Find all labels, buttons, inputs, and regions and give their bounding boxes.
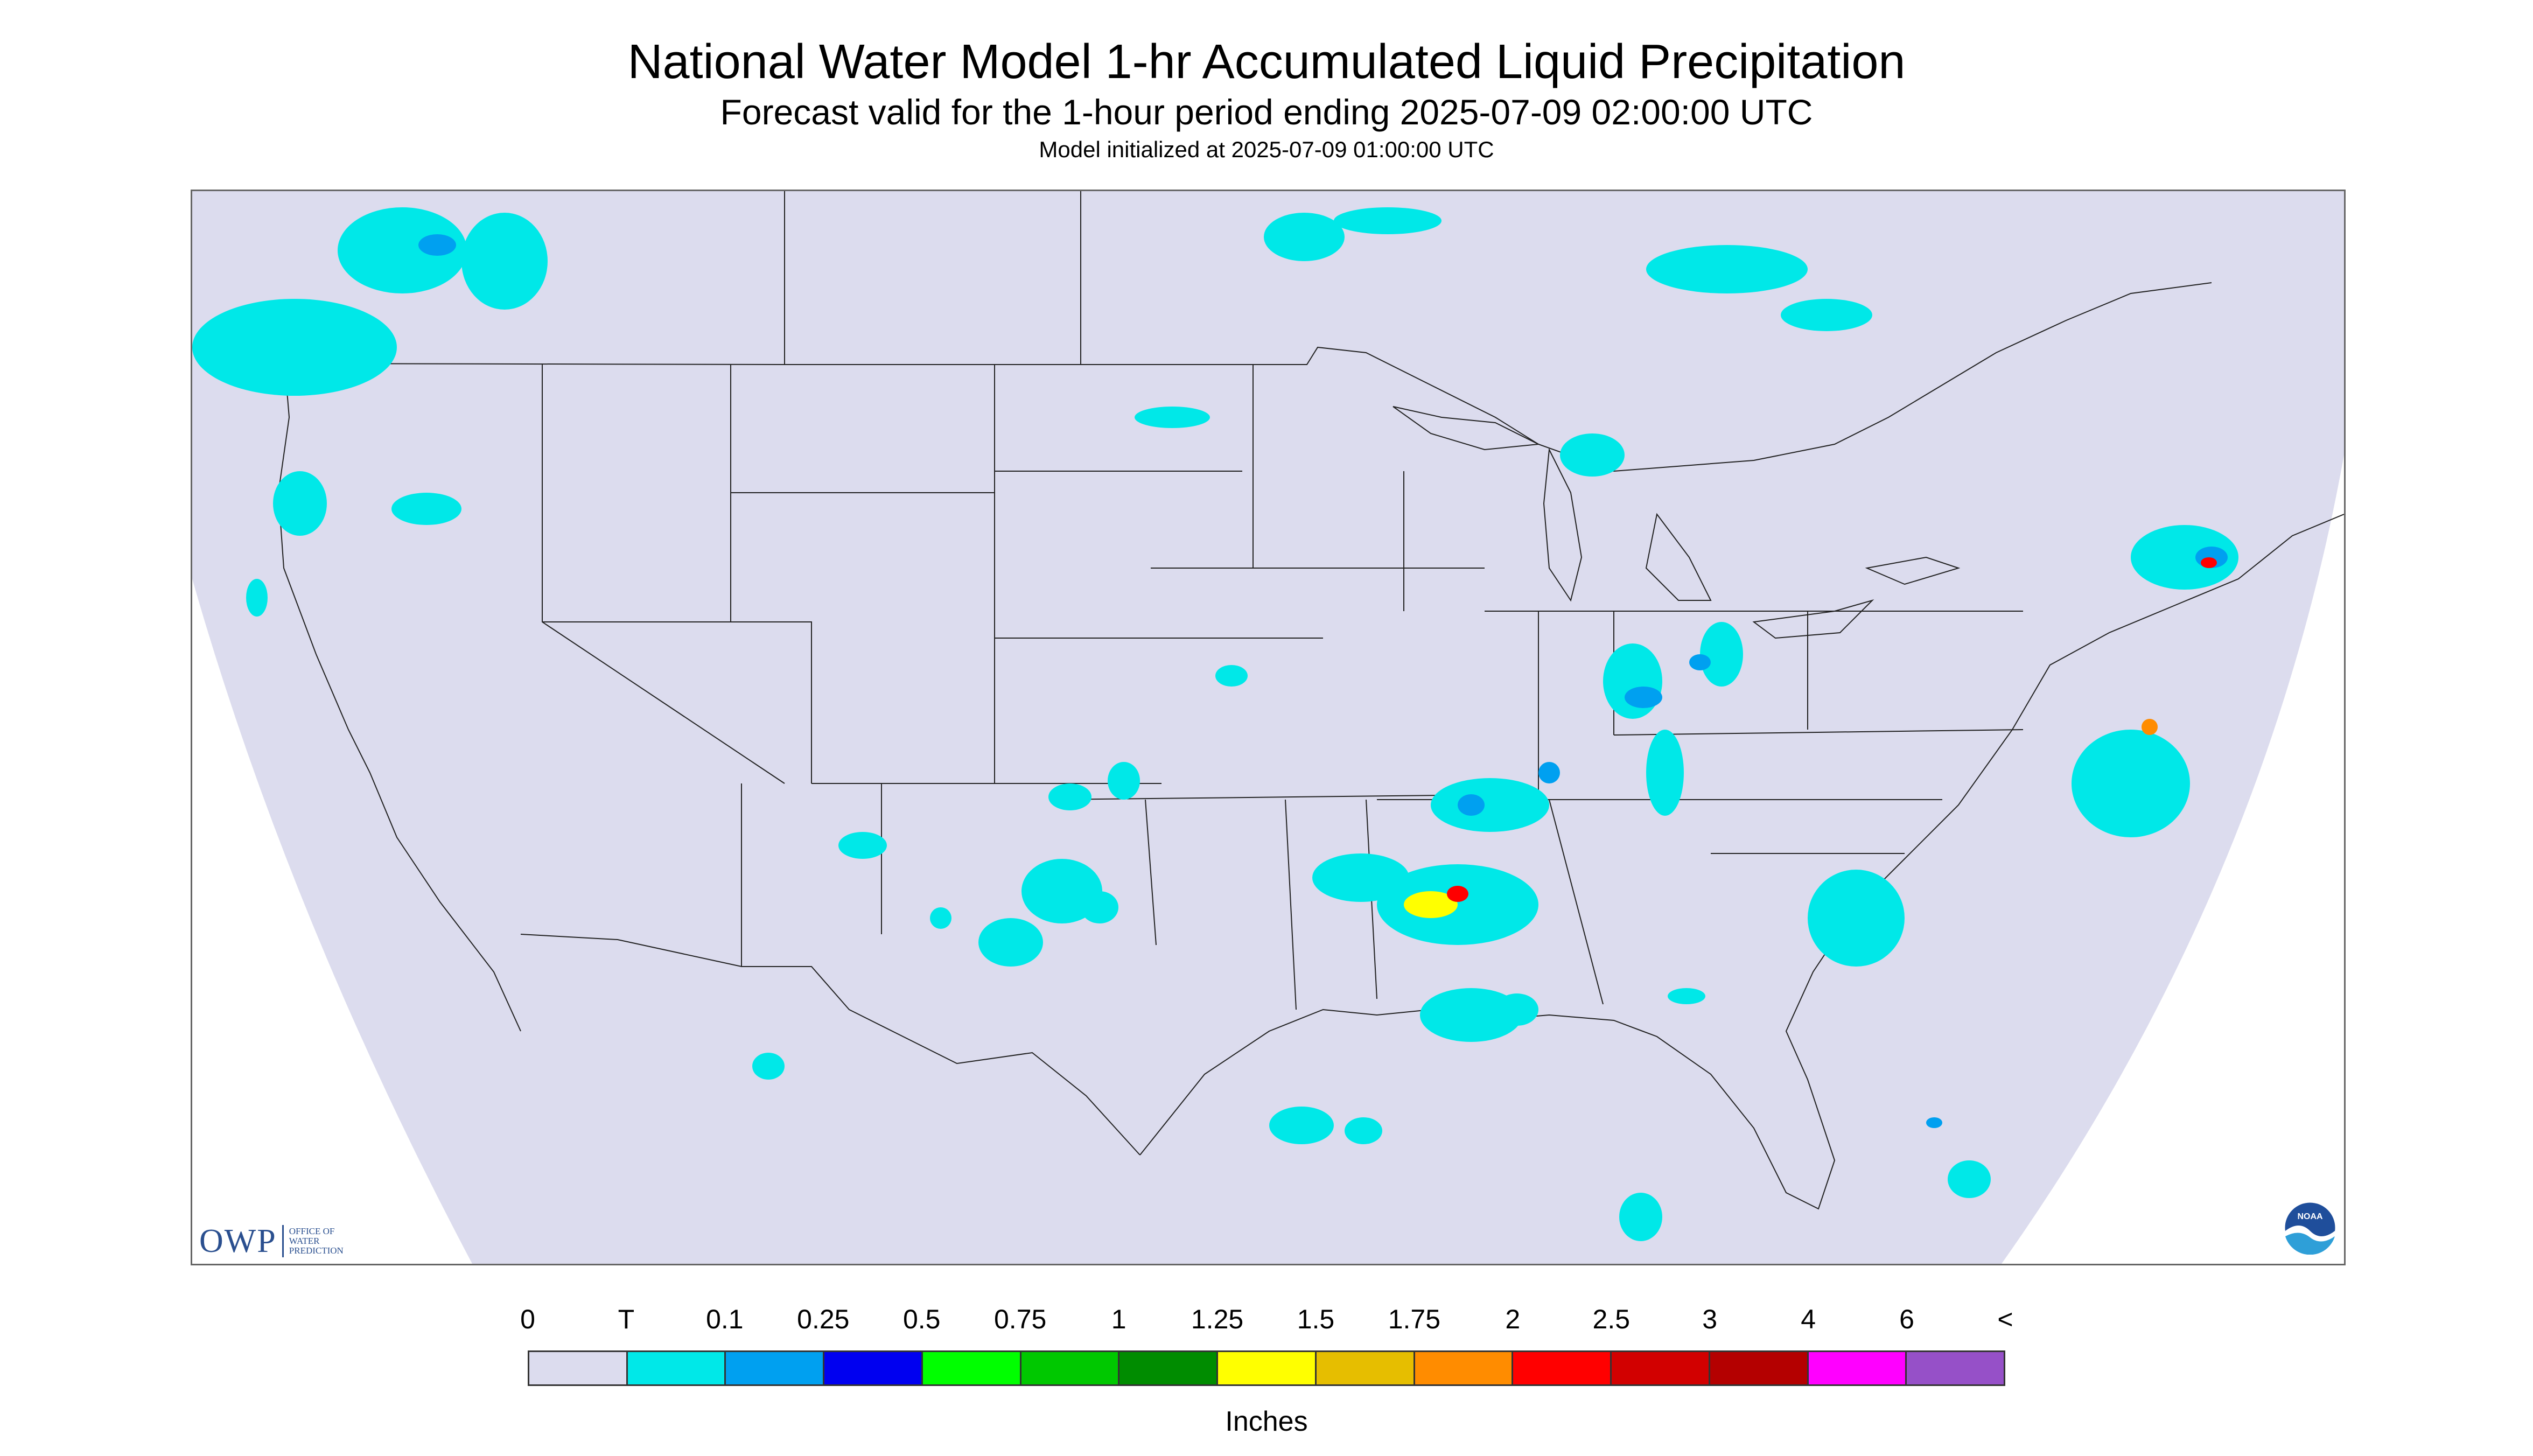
precip-area xyxy=(1048,783,1091,810)
legend-swatch xyxy=(726,1352,825,1384)
precip-area xyxy=(1646,245,1808,293)
legend-tick-label: 1.5 xyxy=(1297,1304,1335,1334)
owp-mark: OWP xyxy=(199,1222,277,1259)
precipitation-map[interactable] xyxy=(191,190,2346,1265)
legend-labels: 0 T 0.1 0.25 0.5 0.75 1 1.25 1.5 1.75 2 2.5 3 4 6 < xyxy=(520,1303,2013,1341)
precip-area xyxy=(1625,687,1662,708)
noaa-logo: NOAA xyxy=(2283,1201,2337,1255)
precip-area xyxy=(338,207,467,293)
precip-area xyxy=(1948,1160,1991,1198)
precip-area xyxy=(1926,1117,1942,1128)
legend-swatch xyxy=(1218,1352,1317,1384)
precip-area xyxy=(1603,643,1662,719)
model-init-text: Model initialized at 2025-07-09 01:00:00… xyxy=(1039,137,1494,162)
legend-swatch xyxy=(1612,1352,1710,1384)
legend-swatch xyxy=(1808,1352,1907,1384)
precip-area xyxy=(418,234,456,256)
precip-area xyxy=(2201,557,2217,568)
legend-swatch xyxy=(922,1352,1021,1384)
precip-area xyxy=(1447,886,1468,902)
legend-tick-label: 1 xyxy=(1111,1304,1126,1334)
legend-swatch xyxy=(529,1352,628,1384)
precip-area xyxy=(391,493,461,525)
precip-area xyxy=(2131,525,2238,590)
projection-domain xyxy=(192,191,2344,1264)
map-title: National Water Model 1-hr Accumulated Li… xyxy=(627,35,1906,89)
legend-tick-label: < xyxy=(1997,1304,2013,1334)
precip-area xyxy=(1700,622,1743,687)
precip-area xyxy=(1334,207,1442,234)
legend-tick-label: 2 xyxy=(1505,1304,1521,1334)
precip-area xyxy=(978,918,1043,967)
precip-area xyxy=(1108,762,1140,800)
legend-swatch xyxy=(824,1352,923,1384)
precip-area xyxy=(1781,299,1872,331)
precip-area xyxy=(1264,213,1345,261)
legend-unit-label: Inches xyxy=(1225,1406,1308,1437)
owp-text: OFFICE OF WATER PREDICTION xyxy=(289,1226,344,1256)
owp-divider xyxy=(282,1225,284,1257)
legend-tick-label: 1.75 xyxy=(1388,1304,1441,1334)
precipitation-overlay xyxy=(192,207,2238,1241)
precip-area xyxy=(1619,1193,1662,1241)
precip-area xyxy=(246,579,268,617)
legend-tick-label: 3 xyxy=(1702,1304,1718,1334)
legend-tick-label: 0.75 xyxy=(993,1304,1047,1334)
legend-swatch xyxy=(1119,1352,1219,1384)
precip-area xyxy=(1431,778,1549,832)
precip-area xyxy=(192,299,397,396)
legend-tick-label: 0.25 xyxy=(797,1304,850,1334)
legend-swatch xyxy=(1415,1352,1514,1384)
precip-area xyxy=(930,907,951,929)
legend-swatch xyxy=(1513,1352,1612,1384)
owp-logo: OWP OFFICE OF WATER PREDICTION xyxy=(199,1222,344,1260)
legend-tick-label: 0 xyxy=(520,1304,535,1334)
legend-swatch xyxy=(1907,1352,2004,1384)
precip-area xyxy=(1668,988,1705,1004)
precip-area xyxy=(1495,993,1538,1026)
legend-swatch xyxy=(627,1352,726,1384)
precip-area xyxy=(752,1053,785,1080)
precip-area xyxy=(1689,654,1711,670)
precip-area xyxy=(1538,762,1560,783)
precip-area xyxy=(1560,433,1625,477)
legend-tick-label: T xyxy=(618,1304,635,1334)
legend-swatch xyxy=(1316,1352,1415,1384)
precip-area xyxy=(1269,1107,1334,1144)
precip-area xyxy=(1215,665,1248,687)
precip-area xyxy=(1404,891,1458,918)
precip-area xyxy=(273,471,327,536)
legend-tick-label: 1.25 xyxy=(1191,1304,1244,1334)
legend-colorbar xyxy=(528,1350,2005,1386)
legend-tick-label: 2.5 xyxy=(1592,1304,1631,1334)
political-boundaries xyxy=(277,191,2344,1210)
precip-area xyxy=(838,832,887,859)
precip-area xyxy=(2142,719,2158,735)
map-subtitle: Forecast valid for the 1-hour period end… xyxy=(720,92,1813,132)
precip-area xyxy=(461,213,548,310)
legend-tick-label: 0.1 xyxy=(706,1304,744,1334)
precip-area xyxy=(1458,794,1485,816)
precip-area xyxy=(1646,730,1684,816)
legend-swatch xyxy=(1710,1352,1809,1384)
precip-area xyxy=(1081,891,1118,923)
precip-area xyxy=(1345,1117,1382,1144)
legend-tick-label: 0.5 xyxy=(902,1304,941,1334)
noaa-text: NOAA xyxy=(2297,1212,2323,1221)
precip-area xyxy=(1808,870,1905,967)
precip-area xyxy=(1420,988,1522,1042)
precip-area xyxy=(1135,407,1210,428)
legend-tick-label: 4 xyxy=(1801,1304,1816,1334)
legend-swatch xyxy=(1021,1352,1120,1384)
precip-area xyxy=(1312,853,1409,902)
precip-area xyxy=(2072,730,2190,837)
legend-tick-label: 6 xyxy=(1899,1304,1914,1334)
